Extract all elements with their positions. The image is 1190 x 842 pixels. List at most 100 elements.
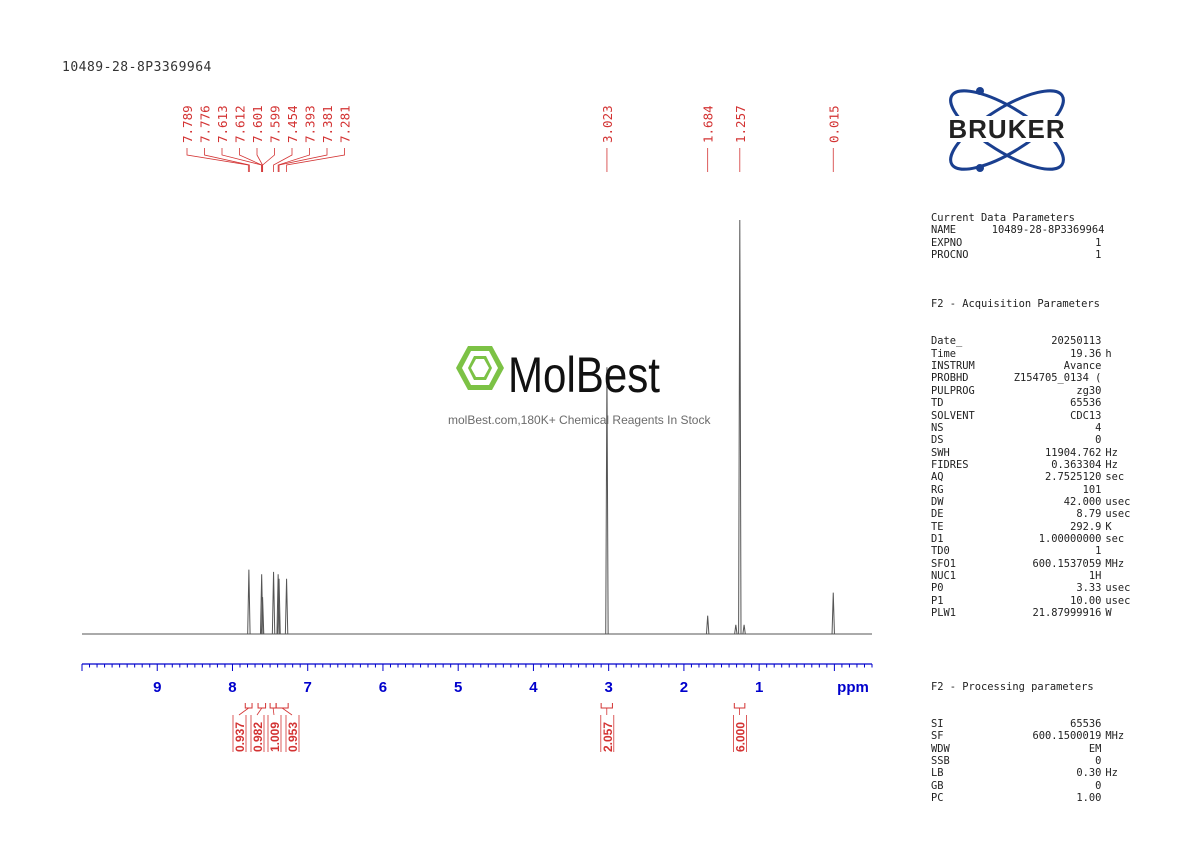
peak-label-leader xyxy=(186,148,249,172)
param-value: 2.7525120 xyxy=(1045,471,1102,484)
peak-label: 3.023 xyxy=(600,105,615,143)
param-row: FIDRES 0.363304 Hz xyxy=(931,459,1141,471)
param-key: RG xyxy=(931,483,944,496)
spectrum-peak xyxy=(738,219,742,635)
param-row: PROCNO 1 xyxy=(931,249,1141,261)
param-row: NAME 10489-28-8P3369964 xyxy=(931,224,1141,236)
param-value: 3.33 xyxy=(1076,582,1102,595)
param-value: 0 xyxy=(1095,779,1102,792)
param-row: Time 19.36 h xyxy=(931,348,1141,360)
param-row: GB 0 xyxy=(931,780,1141,792)
x-tick-label: 3 xyxy=(604,679,612,696)
current-params-rows: NAME 10489-28-8P3369964 EXPNO 1 PROCNO 1 xyxy=(931,224,1141,261)
param-row: TE 292.9 K xyxy=(931,521,1141,533)
param-key: AQ xyxy=(931,471,944,484)
param-value: 292.9 xyxy=(1070,520,1102,533)
param-value: 19.36 xyxy=(1070,347,1102,360)
param-row: SI 65536 xyxy=(931,718,1141,730)
spectrum-peak xyxy=(742,624,746,635)
param-value: EM xyxy=(1088,742,1102,755)
spectrum-peak xyxy=(260,597,265,635)
peak-label: 7.601 xyxy=(250,105,265,143)
param-value: 600.1537059 xyxy=(1032,557,1102,570)
integral-value: 6.000 xyxy=(734,722,748,752)
param-value: 101 xyxy=(1082,483,1102,496)
param-unit: usec xyxy=(1105,508,1131,521)
spectrum-peak xyxy=(271,571,276,635)
x-tick-label: 1 xyxy=(755,679,763,696)
peak-label-leader xyxy=(277,148,310,172)
param-unit xyxy=(1101,372,1141,384)
param-key: DE xyxy=(931,508,944,521)
peak-label: 1.684 xyxy=(701,105,716,143)
param-key: NUC1 xyxy=(931,569,957,582)
param-key: SFO1 xyxy=(931,557,957,570)
integral-bracket xyxy=(269,703,277,709)
spectrum-peak xyxy=(605,367,609,635)
param-row: SFO1 600.1537059 MHz xyxy=(931,558,1141,570)
acquisition-parameters-panel: Current Data Parameters NAME 10489-28-8P3… xyxy=(931,212,1141,829)
param-unit xyxy=(1101,718,1141,730)
param-row: LB 0.30 Hz xyxy=(931,767,1141,779)
param-row: INSTRUM Avance xyxy=(931,360,1141,372)
acquisition-params-section: F2 - Acquisition Parameters Date_ 2025011… xyxy=(931,274,1141,644)
param-value: 11904.762 xyxy=(1045,446,1102,459)
spectrum-peak xyxy=(276,574,280,635)
param-key: PC xyxy=(931,792,944,805)
param-unit xyxy=(1101,434,1141,446)
integral-value: 2.057 xyxy=(601,722,615,752)
param-row: RG 101 xyxy=(931,484,1141,496)
param-unit: sec xyxy=(1105,532,1125,545)
bruker-logo-text: BRUKER xyxy=(948,114,1065,144)
param-key: LB xyxy=(931,767,944,780)
param-row: NUC1 1H xyxy=(931,570,1141,582)
peak-label-leader xyxy=(204,148,250,172)
param-row: NS 4 xyxy=(931,422,1141,434)
integral-leader xyxy=(281,707,293,716)
molbest-watermark: MolBest molBest.com,180K+ Chemical Reage… xyxy=(448,340,748,435)
param-key: DS xyxy=(931,434,944,447)
param-unit xyxy=(1101,780,1141,792)
param-value: 10489-28-8P3369964 xyxy=(991,224,1105,237)
param-key: SOLVENT xyxy=(931,409,975,422)
peak-label: 7.381 xyxy=(320,105,335,143)
param-value: Z154705_0134 ( xyxy=(1013,372,1102,385)
param-key: SF xyxy=(931,730,944,743)
param-key: SSB xyxy=(931,755,950,768)
param-row: D1 1.00000000 sec xyxy=(931,533,1141,545)
param-value: 21.87999916 xyxy=(1032,607,1102,619)
integral-value: 1.009 xyxy=(268,722,282,752)
x-tick-label: 2 xyxy=(680,679,688,696)
bruker-logo: BRUKER xyxy=(924,87,1091,172)
param-row: PC 1.00 xyxy=(931,792,1141,804)
param-value: 600.1500019 xyxy=(1032,730,1102,743)
param-value: CDC13 xyxy=(1070,409,1102,422)
param-unit: usec xyxy=(1105,594,1131,607)
param-key: DW xyxy=(931,495,944,508)
param-unit xyxy=(1101,570,1141,582)
param-unit: MHz xyxy=(1105,557,1125,570)
processing-params-rows: SI 65536 SF 600.1500019 MHz WDW EM SSB 0 LB 0.30 Hz… xyxy=(931,718,1141,804)
param-unit xyxy=(1101,385,1141,397)
param-value: 1 xyxy=(1095,545,1102,558)
x-tick-label: 9 xyxy=(153,679,161,696)
param-unit xyxy=(1101,249,1141,261)
param-unit xyxy=(1101,237,1141,249)
current-params-section: Current Data Parameters NAME 10489-28-8P3… xyxy=(931,212,1141,261)
param-row: P0 3.33 usec xyxy=(931,582,1141,594)
param-row: AQ 2.7525120 sec xyxy=(931,471,1141,483)
peak-label: 7.393 xyxy=(303,105,318,143)
param-value: 65536 xyxy=(1070,397,1102,410)
param-value: 1 xyxy=(1095,249,1102,262)
param-key: WDW xyxy=(931,742,950,755)
param-key: P1 xyxy=(931,594,944,607)
x-axis-label: ppm xyxy=(837,679,869,696)
x-tick-label: 4 xyxy=(529,679,538,696)
integral-bracket xyxy=(257,703,267,709)
x-tick-label: 6 xyxy=(379,679,387,696)
x-tick-label: 5 xyxy=(454,679,462,696)
param-row: SOLVENT CDC13 xyxy=(931,410,1141,422)
acquisition-params-rows: Date_ 20250113 Time 19.36 h INSTRUM Avance PROB… xyxy=(931,335,1141,619)
param-unit xyxy=(1101,792,1141,804)
spectrum-peak xyxy=(284,578,289,635)
